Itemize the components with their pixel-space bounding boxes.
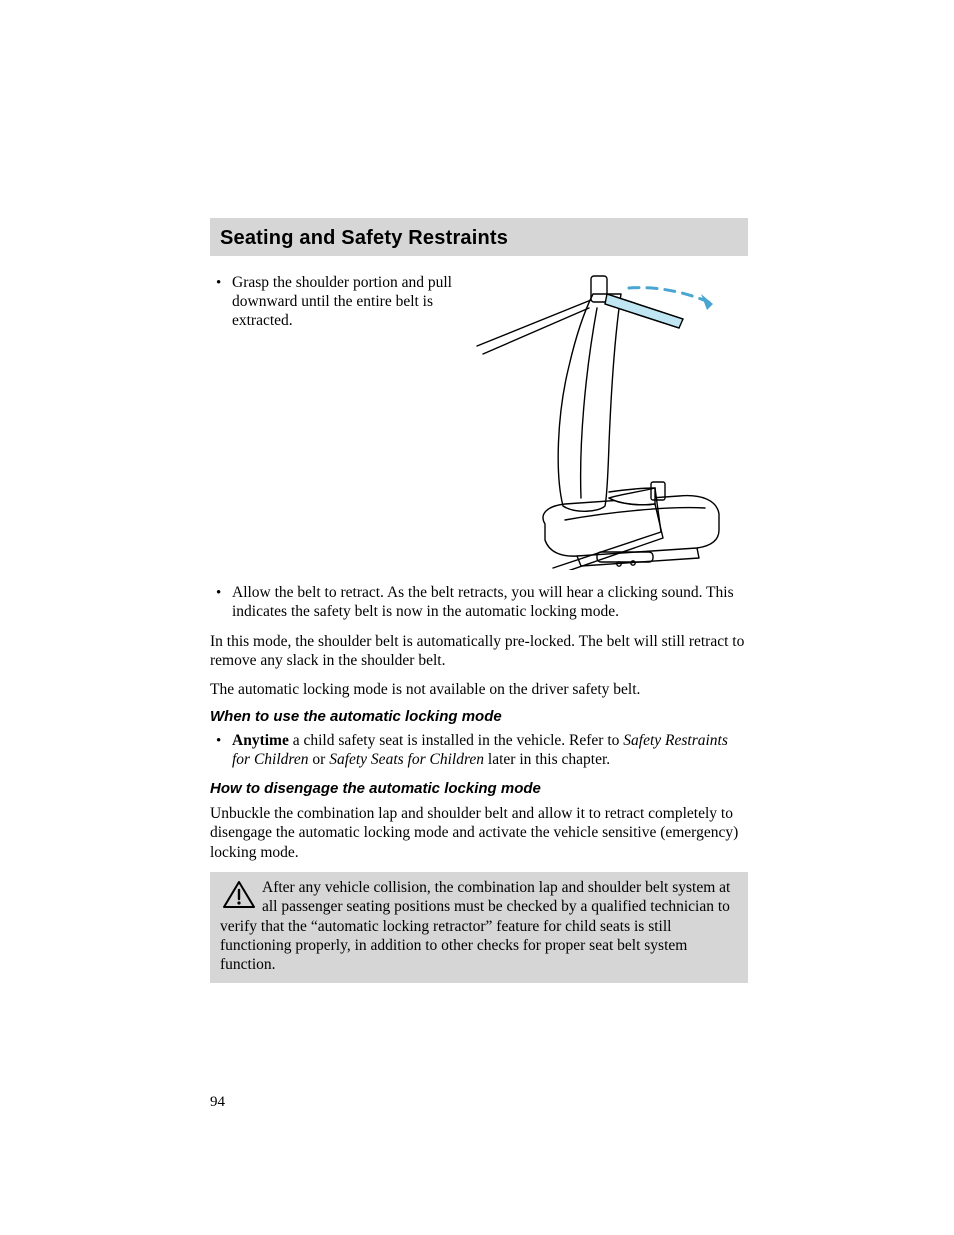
body-paragraph: In this mode, the shoulder belt is autom… xyxy=(210,632,748,671)
warning-text: After any vehicle collision, the combina… xyxy=(220,879,730,974)
subsection-heading: How to disengage the automatic locking m… xyxy=(210,780,748,797)
subsection-heading: When to use the automatic locking mode xyxy=(210,708,748,725)
section-title: Seating and Safety Restraints xyxy=(220,227,748,250)
page-number: 94 xyxy=(210,1094,225,1111)
bullet-column-left: Grasp the shoulder portion and pull down… xyxy=(210,274,466,341)
anytime-bullet-list: Anytime a child safety seat is installed… xyxy=(210,732,748,770)
top-bullet-list: Grasp the shoulder portion and pull down… xyxy=(210,274,454,331)
section-header-band: Seating and Safety Restraints xyxy=(210,218,748,256)
anytime-text: or xyxy=(309,751,330,768)
top-row: Grasp the shoulder portion and pull down… xyxy=(210,274,748,570)
anytime-text: later in this chapter. xyxy=(484,751,610,768)
list-item: Anytime a child safety seat is installed… xyxy=(210,732,748,770)
figure-column xyxy=(466,274,748,570)
body-paragraph: The automatic locking mode is not availa… xyxy=(210,680,748,699)
warning-triangle-icon xyxy=(222,880,256,910)
anytime-bold: Anytime xyxy=(232,732,289,749)
anytime-text: a child safety seat is installed in the … xyxy=(289,732,623,749)
list-item: Allow the belt to retract. As the belt r… xyxy=(210,584,748,622)
after-figure-bullet-list: Allow the belt to retract. As the belt r… xyxy=(210,584,748,622)
list-item: Grasp the shoulder portion and pull down… xyxy=(210,274,454,331)
anytime-ref-2: Safety Seats for Children xyxy=(329,751,484,768)
body-paragraph: Unbuckle the combination lap and shoulde… xyxy=(210,804,748,862)
page-content: Seating and Safety Restraints Grasp the … xyxy=(210,218,748,983)
warning-callout: After any vehicle collision, the combina… xyxy=(210,872,748,983)
seat-belt-figure xyxy=(469,274,745,570)
